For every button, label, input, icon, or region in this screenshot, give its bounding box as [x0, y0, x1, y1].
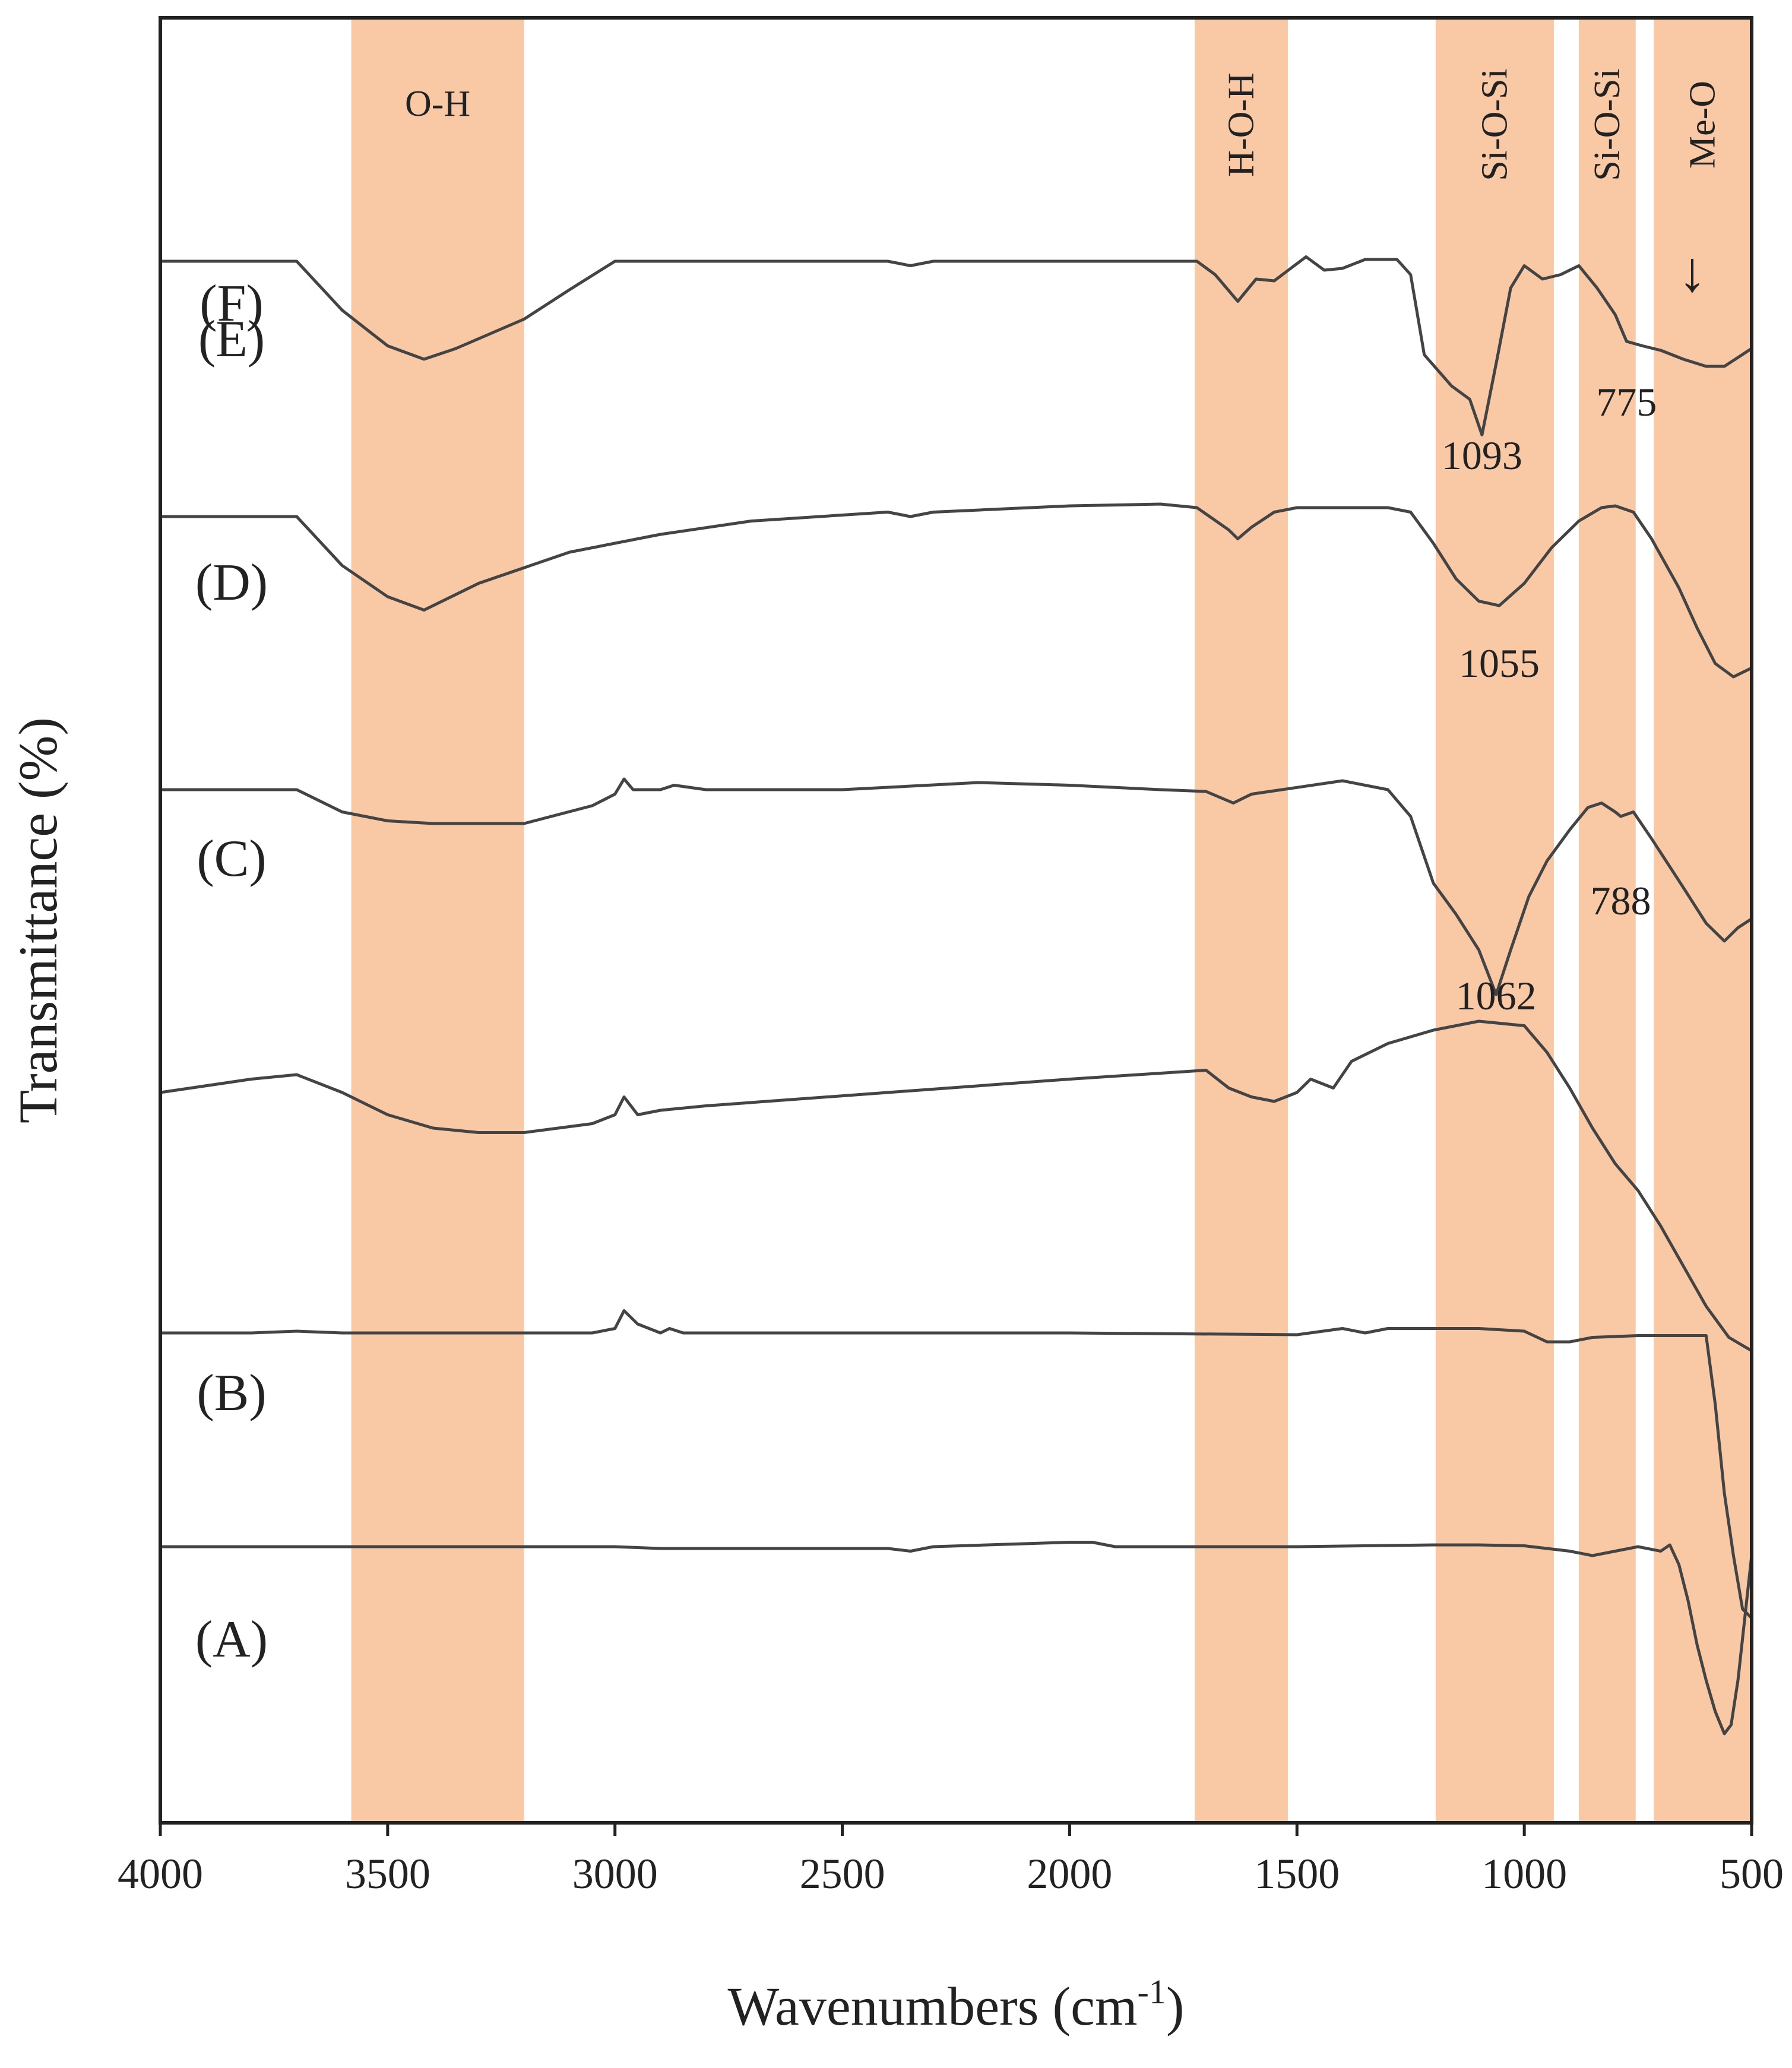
x-axis-title-main: Wavenumbers (cm	[728, 1976, 1138, 2037]
series-label-c: (C)	[197, 830, 266, 888]
band-label-h-o-h: H-O-H	[1221, 72, 1261, 177]
series-label-a: (A)	[195, 1611, 268, 1668]
series-label-b: (B)	[197, 1364, 266, 1422]
series-label-f: (F)	[200, 275, 264, 332]
series-line-a	[160, 1541, 1753, 1736]
x-tick-label-3500: 3500	[345, 1850, 430, 1898]
band-group	[351, 18, 1752, 1823]
peak-label-1055: 1055	[1459, 641, 1540, 686]
series-line-c	[160, 1019, 1753, 1353]
x-axis-ticks: 4000 3500 3000 2500 2000 1500 1000 500	[118, 1823, 1784, 1898]
x-axis-title-sup: -1	[1138, 1972, 1166, 2011]
band-label-o-h: O-H	[405, 84, 470, 124]
x-tick-label-2000: 2000	[1027, 1850, 1112, 1898]
peak-label-1062: 1062	[1456, 973, 1537, 1018]
peak-label-1093: 1093	[1442, 433, 1522, 478]
me-o-arrow: ↓	[1678, 240, 1706, 303]
x-tick-label-1500: 1500	[1254, 1850, 1340, 1898]
x-tick-label-500: 500	[1720, 1850, 1784, 1898]
x-tick-label-2500: 2500	[800, 1850, 885, 1898]
peak-label-group: 1093 775 1055 788 1062	[1442, 379, 1657, 1018]
band-label-group: O-H H-O-H Si-O-Si Si-O-Si Me-O	[405, 68, 1723, 180]
series-group	[160, 255, 1753, 1736]
series-label-e: (E)	[198, 311, 265, 368]
plot-frame	[159, 16, 1753, 1825]
band-si-o-si	[1435, 18, 1554, 1823]
peak-label-775: 775	[1596, 379, 1657, 425]
band-si-o-si-2	[1579, 18, 1636, 1823]
x-tick-label-1000: 1000	[1481, 1850, 1567, 1898]
peak-label-788: 788	[1590, 878, 1651, 923]
x-tick-label-3000: 3000	[572, 1850, 658, 1898]
series-line-b	[160, 1309, 1753, 1619]
band-label-me-o: Me-O	[1683, 81, 1723, 169]
x-tick-label-4000: 4000	[118, 1850, 203, 1898]
x-axis-title: Wavenumbers (cm-1)	[728, 1972, 1185, 2037]
band-o-h	[351, 18, 524, 1823]
band-label-si-o-si: Si-O-Si	[1474, 68, 1515, 180]
series-line-d	[160, 777, 1753, 996]
series-line-f	[160, 255, 1753, 436]
series-line-e	[160, 502, 1753, 679]
y-axis-title: Transmittance (%)	[8, 717, 68, 1123]
band-label-si-o-si-2: Si-O-Si	[1587, 68, 1628, 180]
series-label-d: (D)	[195, 554, 268, 612]
x-axis-title-close: )	[1166, 1976, 1185, 2037]
band-h-o-h	[1195, 18, 1288, 1823]
series-label-group: (F)(E) (D) (C) (B) (A)	[195, 275, 268, 1668]
